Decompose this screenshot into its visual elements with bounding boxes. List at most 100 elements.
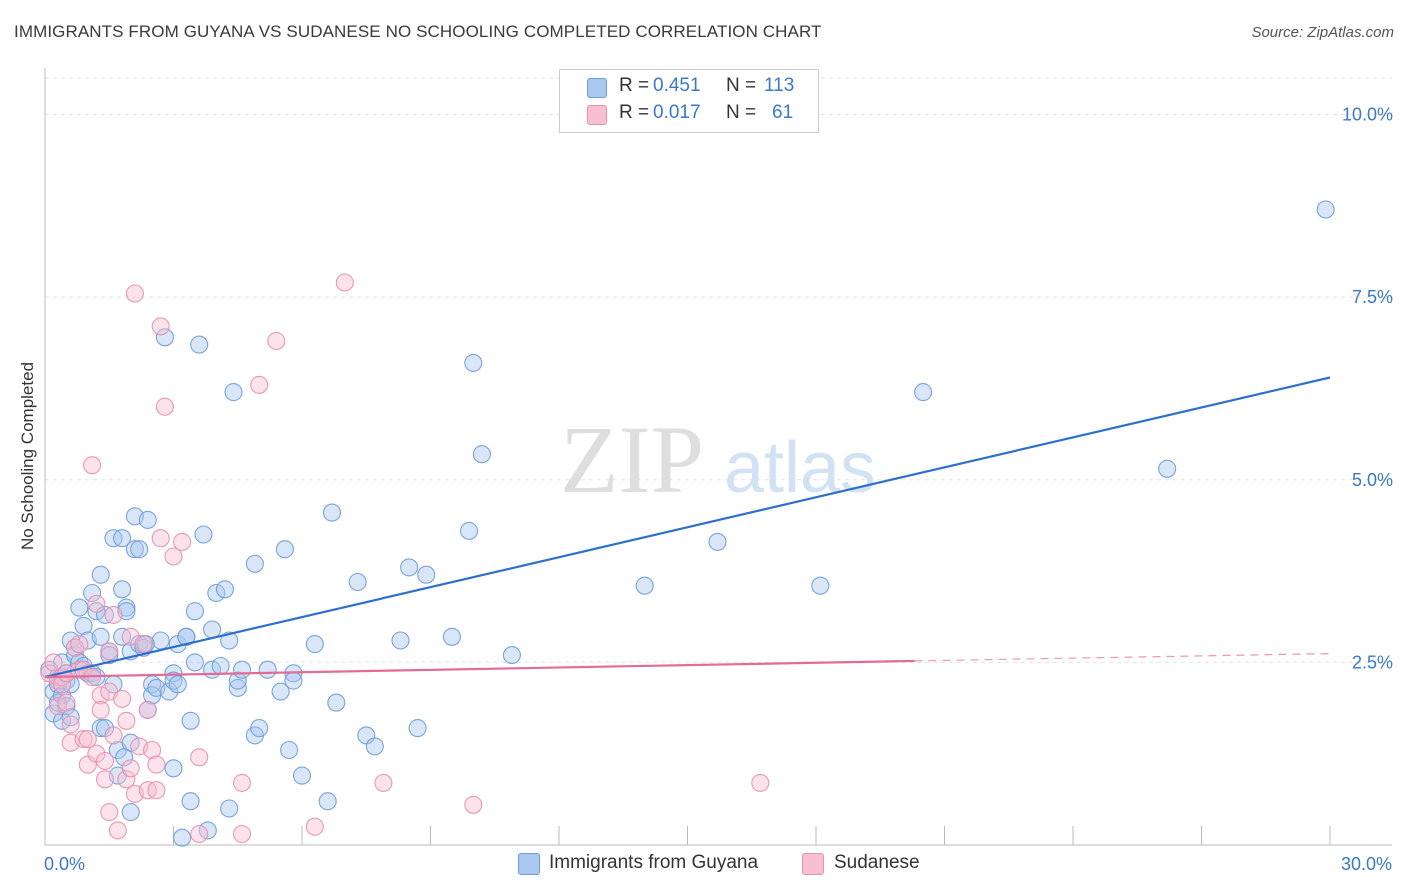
source-credit: Source: ZipAtlas.com: [1251, 24, 1394, 41]
point-guyana: [203, 620, 222, 639]
point-sudanese: [108, 821, 127, 840]
watermark-zip: ZIP: [560, 406, 704, 513]
point-sudanese: [151, 529, 170, 548]
series-guyana-points: [40, 200, 1335, 847]
point-guyana: [70, 598, 89, 617]
point-guyana: [138, 510, 157, 529]
point-guyana: [74, 616, 93, 635]
point-guyana: [708, 532, 727, 551]
point-guyana: [391, 631, 410, 650]
point-guyana: [181, 711, 200, 730]
legend-r-label: R =: [619, 102, 650, 123]
chart-title: IMMIGRANTS FROM GUYANA VS SUDANESE NO SC…: [14, 22, 822, 41]
legend-n-label: N =: [726, 75, 757, 96]
trend-line-guyana: [44, 376, 1331, 679]
point-sudanese: [117, 711, 136, 730]
bottom-legend-swatch-sudanese: [802, 853, 824, 875]
y-tick-label: 10.0%: [1342, 105, 1393, 125]
point-guyana: [224, 383, 243, 402]
tick-labels: 2.5% 5.0% 7.5% 10.0% 0.0% 30.0%: [44, 105, 1393, 874]
point-guyana: [292, 766, 312, 785]
point-sudanese: [44, 653, 63, 672]
point-guyana: [185, 602, 204, 621]
point-guyana: [190, 335, 209, 354]
point-sudanese: [121, 759, 140, 778]
point-guyana: [87, 602, 106, 621]
point-sudanese: [117, 770, 136, 789]
point-guyana: [250, 719, 269, 738]
point-sudanese: [100, 642, 119, 661]
point-guyana: [442, 627, 461, 646]
point-guyana: [151, 631, 170, 650]
point-guyana: [173, 828, 192, 847]
point-guyana: [271, 682, 290, 701]
point-sudanese: [335, 273, 354, 292]
point-guyana: [228, 671, 247, 690]
point-guyana: [460, 521, 479, 540]
legend-swatch-sudanese: [587, 105, 607, 125]
x-tick-label: 30.0%: [1341, 854, 1392, 874]
point-guyana: [400, 558, 419, 577]
point-sudanese: [104, 726, 123, 745]
series-sudanese-points: [40, 273, 770, 844]
point-sudanese: [147, 781, 166, 800]
point-guyana: [61, 708, 80, 727]
point-guyana: [121, 803, 140, 822]
point-guyana: [211, 656, 230, 676]
point-guyana: [1316, 200, 1335, 219]
point-sudanese: [113, 689, 132, 708]
point-guyana: [91, 627, 110, 646]
point-guyana: [181, 792, 200, 811]
point-guyana: [91, 565, 110, 584]
point-guyana: [220, 799, 239, 818]
point-sudanese: [78, 730, 97, 749]
point-guyana: [1158, 459, 1177, 478]
point-sudanese: [267, 331, 286, 351]
legend-r-label: R =: [619, 75, 650, 96]
point-guyana: [318, 792, 337, 811]
point-sudanese: [95, 751, 115, 771]
point-guyana: [464, 353, 483, 372]
point-sudanese: [91, 686, 110, 705]
point-guyana: [275, 540, 294, 559]
legend-swatch-guyana: [587, 78, 607, 98]
point-guyana: [258, 660, 277, 679]
point-guyana: [130, 540, 149, 559]
point-guyana: [348, 572, 367, 592]
point-guyana: [220, 631, 239, 650]
legend-row-sudanese: R = 0.017 N = 61: [560, 101, 818, 129]
point-guyana: [327, 693, 346, 712]
point-sudanese: [74, 730, 93, 749]
y-axis-label: No Schooling Completed: [18, 362, 37, 550]
trend-line-sudanese: [44, 659, 915, 679]
point-guyana: [472, 445, 491, 464]
legend-r-value: 0.017: [653, 102, 701, 123]
point-guyana: [322, 503, 342, 522]
point-sudanese: [232, 773, 252, 792]
point-guyana: [164, 664, 183, 683]
point-sudanese: [305, 817, 324, 836]
point-guyana: [232, 660, 252, 679]
point-sudanese: [374, 773, 393, 792]
point-sudanese: [173, 532, 192, 551]
point-guyana: [168, 675, 187, 694]
point-guyana: [502, 646, 521, 665]
legend-n-label: N =: [726, 102, 757, 123]
point-guyana: [207, 583, 226, 603]
bottom-legend-label-sudanese: Sudanese: [834, 852, 920, 873]
bottom-legend-swatch-guyana: [518, 853, 540, 875]
point-guyana: [215, 580, 234, 599]
point-guyana: [177, 627, 196, 646]
point-guyana: [113, 580, 132, 599]
x-tick-label: 0.0%: [44, 854, 85, 874]
point-guyana: [125, 540, 144, 559]
gridlines: [45, 77, 1392, 663]
watermark: ZIP atlas: [560, 406, 876, 513]
legend-row-guyana: R = 0.451 N = 113: [560, 74, 818, 102]
point-sudanese: [155, 397, 174, 416]
point-guyana: [83, 583, 102, 603]
point-guyana: [635, 576, 654, 595]
point-guyana: [194, 525, 213, 544]
point-sudanese: [134, 635, 153, 654]
